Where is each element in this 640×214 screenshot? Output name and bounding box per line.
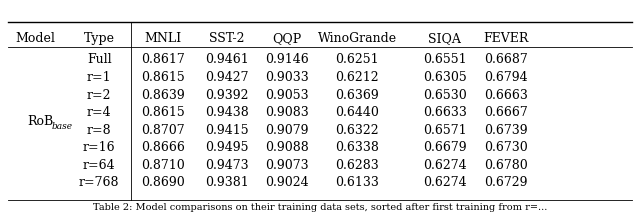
- Text: 0.9415: 0.9415: [205, 124, 249, 137]
- Text: 0.6305: 0.6305: [423, 71, 467, 84]
- Text: 0.9146: 0.9146: [265, 54, 308, 66]
- Text: 0.8690: 0.8690: [141, 176, 185, 189]
- Text: 0.6551: 0.6551: [423, 54, 467, 66]
- Text: SST-2: SST-2: [209, 32, 245, 45]
- Text: 0.8666: 0.8666: [141, 141, 185, 154]
- Text: RoB: RoB: [28, 115, 54, 128]
- Text: r=2: r=2: [87, 89, 111, 101]
- Text: 0.9427: 0.9427: [205, 71, 249, 84]
- Text: 0.6739: 0.6739: [484, 124, 527, 137]
- Text: 0.6283: 0.6283: [335, 159, 379, 172]
- Text: 0.8707: 0.8707: [141, 124, 185, 137]
- Text: 0.9079: 0.9079: [265, 124, 308, 137]
- Text: 0.6251: 0.6251: [335, 54, 379, 66]
- Text: 0.6794: 0.6794: [484, 71, 527, 84]
- Text: 0.6440: 0.6440: [335, 106, 379, 119]
- Text: MNLI: MNLI: [145, 32, 182, 45]
- Text: 0.9053: 0.9053: [265, 89, 308, 101]
- Text: r=8: r=8: [87, 124, 111, 137]
- Text: 0.9495: 0.9495: [205, 141, 249, 154]
- Text: 0.6274: 0.6274: [423, 159, 467, 172]
- Text: 0.9073: 0.9073: [265, 159, 308, 172]
- Text: 0.6369: 0.6369: [335, 89, 379, 101]
- Text: 0.9024: 0.9024: [265, 176, 308, 189]
- Text: 0.8615: 0.8615: [141, 106, 185, 119]
- Text: FEVER: FEVER: [483, 32, 528, 45]
- Text: base: base: [51, 122, 72, 131]
- Text: 0.9473: 0.9473: [205, 159, 249, 172]
- Text: Full: Full: [87, 54, 111, 66]
- Text: 0.8617: 0.8617: [141, 54, 185, 66]
- Text: QQP: QQP: [272, 32, 301, 45]
- Text: 0.6687: 0.6687: [484, 54, 527, 66]
- Text: 0.6322: 0.6322: [335, 124, 379, 137]
- Text: Model: Model: [15, 32, 55, 45]
- Text: Table 2: Model comparisons on their training data sets, sorted after first train: Table 2: Model comparisons on their trai…: [93, 203, 547, 212]
- Text: 0.8710: 0.8710: [141, 159, 185, 172]
- Text: 0.6133: 0.6133: [335, 176, 379, 189]
- Text: 0.6530: 0.6530: [423, 89, 467, 101]
- Text: WinoGrande: WinoGrande: [317, 32, 397, 45]
- Text: 0.8639: 0.8639: [141, 89, 185, 101]
- Text: 0.6667: 0.6667: [484, 106, 527, 119]
- Text: 0.6571: 0.6571: [423, 124, 467, 137]
- Text: 0.6338: 0.6338: [335, 141, 379, 154]
- Text: 0.9083: 0.9083: [265, 106, 308, 119]
- Text: r=4: r=4: [87, 106, 111, 119]
- Text: 0.6679: 0.6679: [423, 141, 467, 154]
- Text: Type: Type: [84, 32, 115, 45]
- Text: 0.6212: 0.6212: [335, 71, 379, 84]
- Text: r=16: r=16: [83, 141, 115, 154]
- Text: 0.9392: 0.9392: [205, 89, 249, 101]
- Text: 0.9461: 0.9461: [205, 54, 249, 66]
- Text: 0.6663: 0.6663: [484, 89, 527, 101]
- Text: 0.6780: 0.6780: [484, 159, 527, 172]
- Text: 0.9088: 0.9088: [265, 141, 308, 154]
- Text: 0.6729: 0.6729: [484, 176, 527, 189]
- Text: 0.8615: 0.8615: [141, 71, 185, 84]
- Text: r=768: r=768: [79, 176, 120, 189]
- Text: 0.9438: 0.9438: [205, 106, 249, 119]
- Text: 0.6633: 0.6633: [423, 106, 467, 119]
- Text: SIQA: SIQA: [428, 32, 461, 45]
- Text: r=64: r=64: [83, 159, 115, 172]
- Text: r=1: r=1: [87, 71, 111, 84]
- Text: 0.6730: 0.6730: [484, 141, 527, 154]
- Text: 0.9381: 0.9381: [205, 176, 249, 189]
- Text: 0.9033: 0.9033: [265, 71, 308, 84]
- Text: 0.6274: 0.6274: [423, 176, 467, 189]
